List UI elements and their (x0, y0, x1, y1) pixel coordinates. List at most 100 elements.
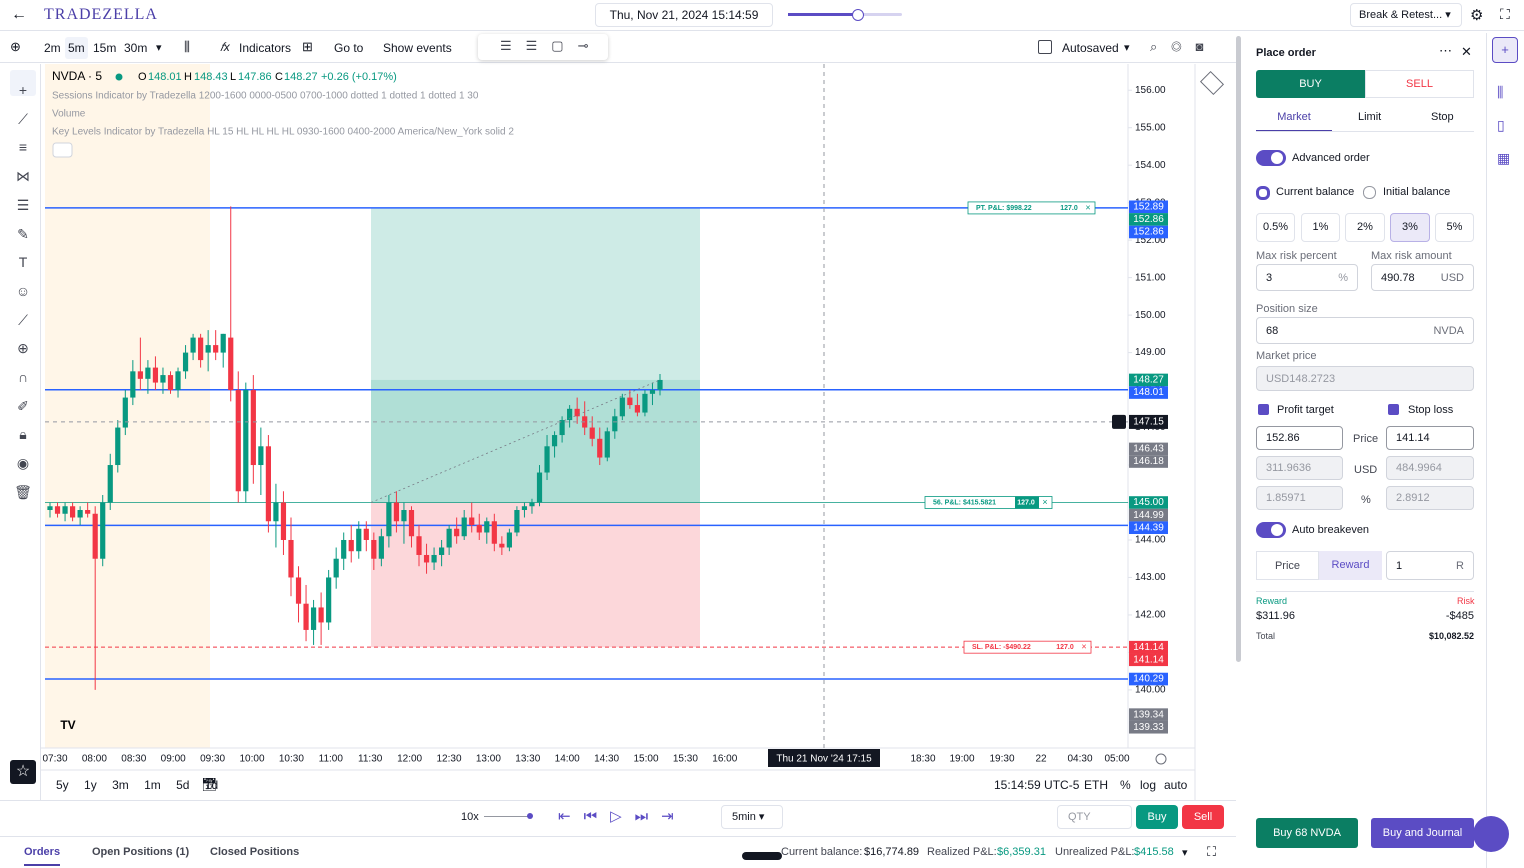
y-tick-label: 144.00 (1135, 535, 1166, 546)
autosave-checkbox[interactable] (1038, 40, 1052, 54)
sell-button[interactable]: Sell (1182, 805, 1224, 829)
interval[interactable]: 2m (44, 41, 61, 55)
auto-scale[interactable]: auto (1164, 778, 1188, 792)
chat-button[interactable] (1473, 816, 1509, 852)
sell-side[interactable]: SELL (1365, 70, 1474, 98)
collapse-button[interactable] (52, 142, 73, 158)
events-button[interactable]: Show events (383, 41, 452, 55)
risk-percent-input[interactable]: 3% (1256, 264, 1358, 291)
drag-handle[interactable] (742, 852, 782, 860)
range[interactable]: 1m (144, 778, 161, 792)
toolbar (0, 32, 1236, 63)
buy-button[interactable]: Buy (1136, 805, 1178, 829)
price-label-box (1129, 496, 1168, 509)
range-buttons[interactable]: 5y 1y 3m 1m 5d 1d (56, 778, 218, 792)
interval[interactable]: 30m (124, 41, 148, 55)
date-text: Thu, Nov 21, 2024 15:14:59 (609, 8, 759, 22)
radio[interactable] (1363, 186, 1376, 199)
range[interactable]: 5y (56, 778, 69, 792)
percent-option-active[interactable]: 3% (1390, 213, 1430, 242)
toolbar-icons[interactable]: ⌕◎◙ (1150, 39, 1218, 54)
drawing-tools[interactable]: ☰☰▢⊸ (500, 38, 603, 53)
sidebar-order[interactable]: + (1492, 37, 1518, 63)
goto-button[interactable]: Go to (334, 41, 364, 55)
back-button[interactable]: ← (11, 6, 27, 23)
settings-icon[interactable] (1155, 753, 1167, 765)
percent-scale[interactable]: % (1120, 778, 1131, 792)
candle-body (649, 390, 656, 394)
unrealized: $415.58 (1134, 846, 1174, 858)
be-mode-active[interactable]: Reward (1319, 551, 1382, 580)
percent-option[interactable]: 5% (1435, 213, 1474, 242)
percent-option[interactable]: 1% (1301, 213, 1340, 242)
date-range[interactable]: 📅︎ (201, 777, 218, 792)
pt-price-input[interactable]: 152.86 (1256, 426, 1343, 450)
tabs-dropdown[interactable]: ▾ (1182, 847, 1188, 859)
chart-type[interactable]: ⫼ (184, 39, 190, 54)
replay-interval[interactable]: 5min ▾ (721, 805, 783, 829)
tab[interactable]: Open Positions (1) (92, 846, 190, 858)
panel-close[interactable]: ✕ (1461, 44, 1472, 59)
interval[interactable]: 15m (93, 41, 117, 55)
session[interactable]: ETH (1084, 778, 1108, 792)
indicators-button[interactable]: Indicators (239, 41, 292, 55)
candle-body (476, 524, 482, 533)
order-tab[interactable]: Limit (1358, 111, 1382, 123)
slider-thumb[interactable] (852, 9, 864, 21)
qty-input[interactable]: QTY (1057, 805, 1132, 829)
candle-body (627, 397, 633, 406)
buy-journal-button[interactable]: Buy and Journal (1371, 818, 1474, 848)
tool-icons[interactable]: + ⟋ ≡ ⋈ ☰ ✎ T ☺ ⟋ ⊕ ∩ ✐ 🔒︎ ◉ 🗑︎ (14, 82, 32, 500)
x-tick-label: 22 (1035, 754, 1047, 765)
layers-icon[interactable] (1199, 70, 1225, 96)
expand-button[interactable]: ⛶ (1207, 844, 1217, 859)
candle-body (461, 517, 467, 537)
replay-slider[interactable] (788, 9, 902, 21)
position-trend (370, 379, 661, 503)
scrollbar[interactable] (1236, 36, 1241, 662)
candle-body (371, 539, 377, 559)
strategy-select[interactable]: Break & Retest... ▾ (1350, 3, 1462, 27)
tab-active[interactable]: Orders (24, 846, 61, 866)
log-scale[interactable]: log (1140, 778, 1157, 792)
percent-option[interactable]: 2% (1345, 213, 1385, 242)
checkbox[interactable] (1258, 404, 1269, 415)
range[interactable]: 1y (84, 778, 97, 792)
replay-date[interactable]: Thu, Nov 21, 2024 15:14:59 (595, 3, 773, 27)
buy-order-button[interactable]: Buy 68 NVDA (1256, 818, 1358, 848)
buy-side[interactable]: BUY (1256, 70, 1365, 98)
candle-body (393, 502, 400, 522)
interval-dropdown[interactable]: ▾ (156, 42, 162, 54)
be-mode[interactable]: Price (1256, 551, 1319, 580)
sidebar-icons[interactable]: ⫼ ▯ ▦ (1497, 84, 1511, 166)
layout-dropdown[interactable]: ▾ (1124, 42, 1130, 54)
sl-price-input[interactable]: 141.14 (1386, 426, 1474, 450)
range[interactable]: 5d (176, 778, 190, 792)
range[interactable]: 1d (204, 778, 219, 792)
breakeven-toggle[interactable] (1256, 522, 1286, 538)
order-tab-active[interactable]: Market (1256, 111, 1332, 132)
interval-active[interactable]: 5m (65, 37, 88, 59)
speed-slider[interactable] (484, 816, 530, 817)
replay-controls[interactable]: ⇤⏮︎▷⏭︎⇥ (558, 808, 687, 825)
advanced-toggle[interactable] (1256, 150, 1286, 166)
tab[interactable]: Closed Positions (210, 846, 300, 858)
speed[interactable]: 10x (461, 811, 479, 823)
settings-button[interactable]: ⚙ (1470, 7, 1484, 24)
percent-option[interactable]: 0.5% (1256, 213, 1295, 242)
radio-selected[interactable] (1256, 186, 1270, 200)
y-tick-label: 150.00 (1135, 310, 1166, 321)
position-size-input[interactable]: 68 NVDA (1256, 317, 1474, 344)
order-tab[interactable]: Stop (1431, 111, 1454, 123)
templates[interactable]: ⊞ (302, 39, 313, 54)
crosshair-tool[interactable] (10, 70, 36, 96)
range[interactable]: 3m (112, 778, 129, 792)
fullscreen-button[interactable]: ⛶ (1500, 6, 1510, 22)
checkbox[interactable] (1388, 404, 1399, 415)
speed-thumb[interactable] (527, 813, 533, 819)
risk-amount-input[interactable]: 490.78 USD (1371, 264, 1474, 291)
add-symbol[interactable]: ⊕ (10, 39, 21, 54)
panel-more[interactable]: ⋯ (1439, 43, 1452, 58)
favorites[interactable]: ☆ (10, 760, 36, 784)
